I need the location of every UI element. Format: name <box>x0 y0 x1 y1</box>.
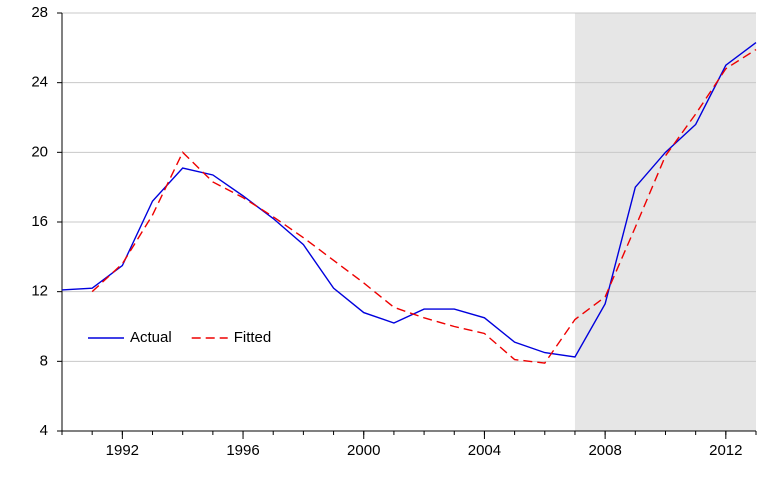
y-tick-label: 16 <box>31 213 48 230</box>
y-tick-label: 4 <box>40 422 48 439</box>
legend-label: Actual <box>130 329 172 346</box>
y-tick-label: 24 <box>31 74 48 91</box>
x-tick-label: 2008 <box>588 442 621 459</box>
y-tick-label: 20 <box>31 143 48 160</box>
y-tick-label: 28 <box>31 4 48 21</box>
y-tick-label: 8 <box>40 352 48 369</box>
y-tick-label: 12 <box>31 283 48 300</box>
x-tick-label: 2012 <box>709 442 742 459</box>
x-tick-label: 1992 <box>106 442 139 459</box>
x-tick-label: 2000 <box>347 442 380 459</box>
series-line <box>91 48 757 364</box>
x-tick-label: 2004 <box>468 442 501 459</box>
x-tick-label: 1996 <box>226 442 259 459</box>
series-line <box>61 42 757 358</box>
legend-label: Fitted <box>234 329 272 346</box>
